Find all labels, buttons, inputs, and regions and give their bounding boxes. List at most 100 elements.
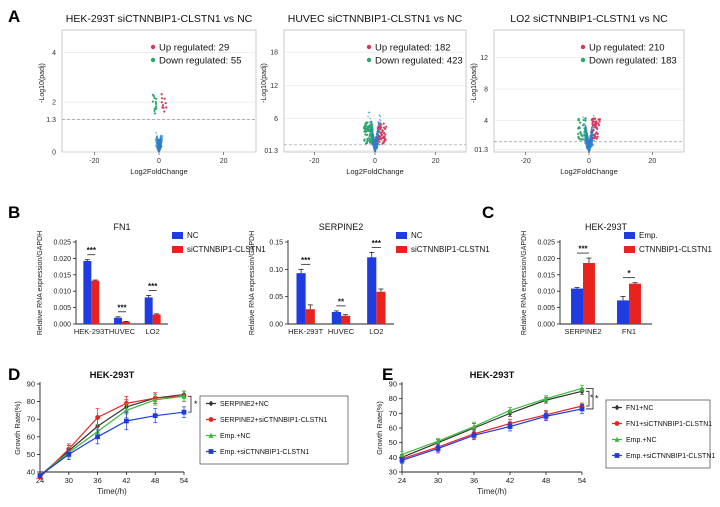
legend-label: CTNNBIP1-CLSTN1	[639, 245, 712, 254]
line-x-tick-label: 54	[180, 476, 188, 485]
legend-label: FN1+siCTNNBIP1-CLSTN1	[626, 421, 712, 428]
bar-y-tick-label: 0.015	[53, 272, 71, 279]
volcano-point-down	[152, 94, 155, 98]
legend-up-marker	[150, 44, 156, 50]
volcano-point-up	[163, 97, 166, 100]
volcano-y-tick-label: 4	[484, 118, 488, 125]
volcano-plot-1: -20 0 20 0 1.3 2 4 Log2FoldChange -Log10(padj) HE…	[39, 13, 257, 176]
legend-box	[199, 395, 349, 465]
volcano-y-tick-label: 8	[484, 87, 488, 94]
volcano-point-ns	[373, 139, 376, 142]
volcano-point-ns	[158, 149, 161, 152]
volcano-point-down	[366, 127, 369, 130]
volcano-y-tick-label: 01.3	[264, 148, 278, 155]
bar-y-axis-label: Relative RNA expression/GAPDH	[37, 231, 44, 335]
volcano-point-up	[160, 93, 163, 96]
legend-up-label: Up regulated: 210	[589, 43, 665, 54]
volcano-point-ns	[155, 131, 157, 134]
volcano-title: HUVEC siCTNNBIP1-CLSTN1 vs NC	[288, 13, 463, 25]
volcano-point-ns	[156, 138, 159, 141]
bar-y-tick-label: 0.025	[53, 240, 71, 247]
series-line	[39, 411, 185, 477]
legend-label: siCTNNBIP1-CLSTN1	[187, 245, 266, 254]
volcano-point-ns	[585, 140, 588, 143]
bar-chart-2: 0.00 0.05 0.10 0.15 HEK-293T *** HUVEC ** LO2 ***…	[249, 222, 490, 336]
volcano-point-ns	[373, 144, 376, 147]
series-line	[39, 395, 185, 476]
legend-label: siCTNNBIP1-CLSTN1	[411, 245, 490, 254]
volcano-point-up	[591, 120, 595, 123]
volcano-point-down	[582, 118, 585, 122]
legend-label: Emp.+NC	[626, 437, 657, 444]
volcano-point-up	[594, 124, 597, 127]
volcano-point-ns	[156, 145, 159, 147]
panel-label-d: D	[8, 365, 20, 384]
line-x-tick-label: 48	[151, 476, 159, 485]
panel-label-b: B	[8, 203, 20, 222]
volcano-point-ns	[369, 117, 372, 120]
bar-category-label: HEK-293T	[288, 327, 323, 336]
volcano-point-up	[594, 132, 597, 135]
volcano-title: HEK-293T siCTNNBIP1-CLSTN1 vs NC	[66, 13, 253, 25]
volcano-point-ns	[373, 140, 375, 143]
volcano-point-down	[581, 124, 585, 127]
significance-label: *	[627, 269, 631, 278]
line-marker	[37, 473, 43, 478]
volcano-point-up	[597, 124, 601, 127]
volcano-point-ns	[588, 139, 591, 142]
line-marker	[399, 457, 405, 463]
volcano-point-down	[364, 124, 367, 127]
legend-down-marker	[150, 57, 156, 63]
volcano-point-down	[369, 132, 372, 136]
volcano-point-down	[580, 132, 583, 135]
volcano-point-up	[591, 129, 594, 133]
bar-y-tick-label: 0.005	[53, 305, 71, 312]
line-marker	[152, 413, 158, 419]
volcano-point-up	[382, 126, 386, 129]
volcano-point-down	[581, 134, 584, 137]
volcano-point-ns	[583, 123, 586, 125]
bar-category-label: SERPINE2	[564, 327, 601, 336]
line-marker	[208, 449, 214, 454]
significance-label: *	[595, 394, 599, 404]
bar-treatment	[341, 315, 351, 324]
bar-chart-3: 0.0000.0050.0100.0150.0200.025SERPINE2**…	[521, 222, 712, 336]
line-marker	[181, 393, 187, 399]
volcano-point-ns	[582, 137, 584, 139]
volcano-point-down	[370, 126, 373, 129]
line-x-tick-label: 54	[578, 476, 586, 485]
volcano-point-down	[153, 96, 156, 100]
bar-y-tick-label: 0.000	[53, 322, 71, 329]
volcano-point-down	[583, 134, 586, 137]
bar-category-label: FN1	[622, 327, 636, 336]
legend-down-marker	[366, 57, 372, 63]
volcano-point-up	[378, 135, 382, 138]
line-marker	[208, 432, 214, 438]
legend-label: Emp.+NC	[220, 433, 251, 440]
bar-control	[571, 288, 583, 324]
volcano-point-down	[366, 137, 369, 141]
volcano-point-down	[371, 139, 374, 142]
volcano-point-down	[370, 134, 373, 137]
volcano-x-tick-label: -20	[521, 158, 531, 165]
volcano-point-down	[584, 119, 587, 122]
volcano-point-down	[369, 138, 372, 141]
bar-control	[367, 257, 377, 324]
volcano-x-axis-label: Log2FoldChange	[346, 167, 404, 176]
volcano-point-down	[154, 102, 158, 105]
volcano-point-up	[382, 141, 385, 144]
volcano-x-tick-label: -20	[89, 158, 99, 165]
volcano-point-down	[365, 133, 369, 137]
volcano-point-up	[160, 101, 163, 104]
volcano-point-down	[368, 134, 371, 137]
volcano-point-down	[583, 131, 587, 134]
bar-y-axis-label: Relative RNA expression/GAPDH	[521, 231, 528, 335]
line-marker	[435, 446, 441, 451]
legend-down-marker	[580, 57, 586, 63]
legend-up-label: Up regulated: 29	[159, 43, 229, 54]
volcano-point-up	[592, 123, 595, 126]
volcano-point-down	[369, 140, 372, 143]
bar-treatment	[91, 280, 100, 324]
legend-up-marker	[580, 44, 586, 50]
